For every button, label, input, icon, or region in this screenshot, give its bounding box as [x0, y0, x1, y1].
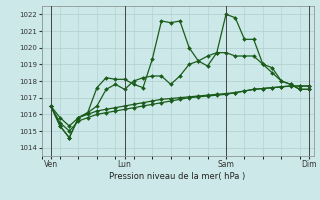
X-axis label: Pression niveau de la mer( hPa ): Pression niveau de la mer( hPa )	[109, 172, 246, 181]
